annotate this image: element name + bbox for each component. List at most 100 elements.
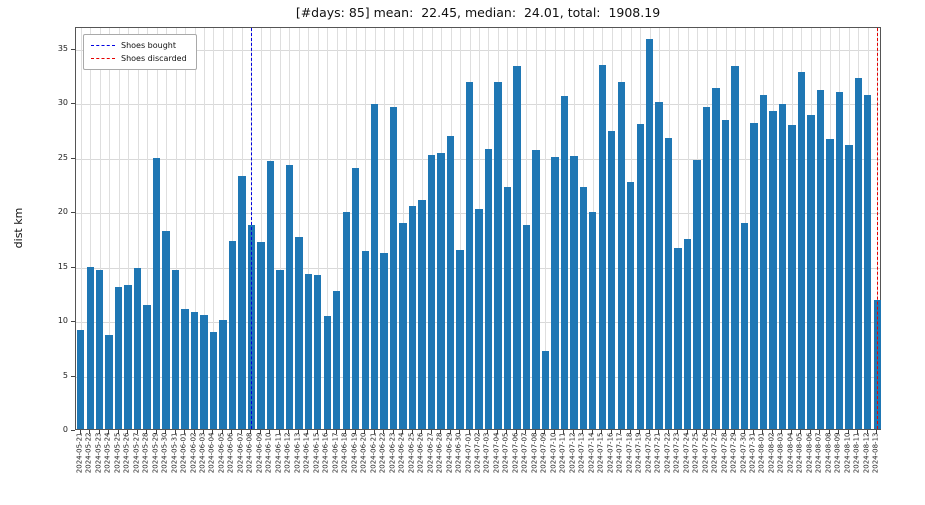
x-tick-label: 2024-08-13: [871, 432, 880, 474]
v-gridline: [384, 28, 386, 429]
bar: [541, 350, 550, 429]
bar: [86, 266, 94, 429]
h-gridline: [76, 104, 880, 106]
x-tick-label: 2024-06-02: [189, 432, 198, 474]
x-tick-mark: [866, 430, 868, 434]
bar: [114, 287, 123, 429]
bar: [674, 248, 682, 429]
shoes-discarded-line: [877, 28, 879, 429]
x-tick-label: 2024-07-22: [663, 432, 672, 474]
x-tick-mark: [515, 430, 517, 434]
bar: [352, 167, 360, 429]
x-tick-mark: [383, 430, 385, 434]
x-tick-mark: [582, 430, 584, 434]
x-tick-mark: [221, 430, 223, 434]
bar: [721, 119, 730, 429]
x-tick-label: 2024-05-30: [160, 432, 169, 474]
x-tick-mark: [752, 430, 754, 434]
bar: [788, 125, 796, 429]
bar: [579, 187, 587, 429]
x-tick-label: 2024-06-25: [407, 432, 416, 474]
bar: [124, 285, 132, 429]
x-tick-mark: [762, 430, 764, 434]
x-tick-mark: [781, 430, 783, 434]
bar: [712, 88, 720, 429]
bar: [589, 212, 597, 429]
x-tick-mark: [620, 430, 622, 434]
bar: [105, 335, 113, 429]
bar: [693, 159, 701, 429]
bar: [503, 187, 512, 429]
x-tick-label: 2024-08-12: [862, 432, 871, 474]
bar: [238, 176, 246, 429]
bar: [133, 267, 142, 429]
x-tick-label: 2024-07-24: [682, 432, 691, 474]
x-tick-label: 2024-08-10: [843, 432, 852, 474]
y-tick-mark: [71, 48, 75, 50]
x-tick-label: 2024-08-07: [814, 432, 823, 474]
x-tick-mark: [203, 430, 204, 434]
x-tick-label: 2024-07-25: [691, 432, 700, 474]
bar: [304, 274, 312, 429]
x-tick-label: 2024-07-01: [464, 432, 473, 474]
bar: [484, 149, 493, 429]
x-tick-label: 2024-08-09: [833, 432, 842, 474]
x-tick-label: 2024-06-23: [388, 432, 397, 474]
v-gridline: [317, 28, 319, 429]
bar: [636, 124, 644, 429]
v-gridline: [80, 28, 82, 429]
x-tick-label: 2024-08-11: [852, 432, 861, 474]
y-tick-mark: [71, 321, 75, 323]
x-tick-label: 2024-07-12: [568, 432, 577, 474]
bar: [513, 66, 521, 429]
x-tick-mark: [734, 430, 736, 434]
x-tick-mark: [828, 430, 830, 434]
x-tick-mark: [724, 430, 726, 434]
bar: [664, 138, 673, 429]
x-tick-label: 2024-06-22: [378, 432, 387, 474]
v-gridline: [298, 28, 300, 429]
x-tick-mark: [629, 430, 631, 434]
v-gridline: [365, 28, 367, 429]
x-tick-label: 2024-06-14: [302, 432, 311, 474]
x-tick-mark: [743, 430, 745, 434]
v-gridline: [279, 28, 281, 429]
x-tick-mark: [639, 430, 641, 434]
bar: [276, 269, 284, 429]
x-tick-mark: [108, 430, 110, 434]
x-tick-label: 2024-07-17: [615, 432, 624, 474]
x-tick-mark: [165, 430, 167, 434]
x-tick-label: 2024-06-24: [397, 432, 406, 474]
x-tick-mark: [278, 430, 280, 434]
x-tick-mark: [117, 430, 119, 434]
bar: [162, 230, 170, 429]
x-tick-mark: [771, 430, 773, 434]
shoes-bought-line-sample: [91, 45, 115, 46]
x-tick-label: 2024-07-08: [530, 432, 539, 474]
bar: [645, 39, 654, 429]
v-gridline: [545, 28, 547, 429]
bar: [854, 78, 862, 429]
x-tick-label: 2024-07-27: [710, 432, 719, 474]
x-tick-mark: [800, 430, 802, 434]
x-tick-label: 2024-06-03: [198, 432, 207, 474]
x-tick-label: 2024-07-18: [625, 432, 634, 474]
x-tick-label: 2024-07-21: [653, 432, 662, 474]
v-gridline: [118, 28, 120, 429]
bar: [797, 71, 806, 429]
y-tick-label: 25: [57, 152, 68, 162]
x-tick-label: 2024-07-23: [672, 432, 681, 474]
bar: [389, 106, 398, 429]
x-tick-mark: [819, 430, 821, 434]
bar: [740, 223, 749, 429]
v-gridline: [166, 28, 168, 429]
bar: [333, 290, 341, 429]
y-tick-label: 5: [62, 370, 68, 380]
bar: [209, 332, 218, 429]
chart-title: [#days: 85] mean: 22.45, median: 24.01, …: [295, 5, 661, 20]
x-tick-label: 2024-07-02: [473, 432, 482, 474]
x-tick-mark: [411, 430, 413, 434]
bar: [427, 154, 436, 429]
bar: [171, 269, 180, 429]
